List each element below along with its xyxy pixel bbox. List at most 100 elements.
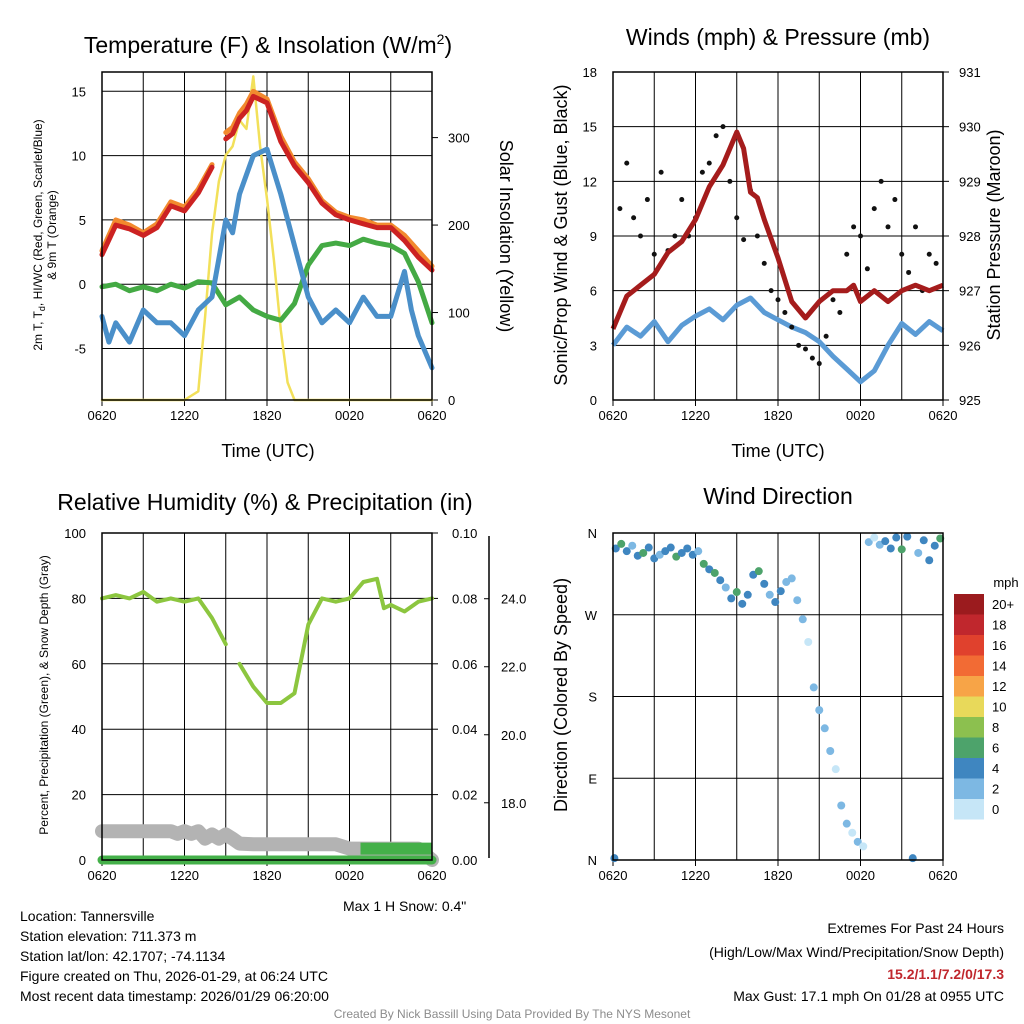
- direction-point: [820, 724, 829, 733]
- gust-point: [638, 233, 643, 239]
- temperature-y-axis-label: 2m T, Td, HI/WC (Red, Green, Scarlet/Blu…: [31, 119, 47, 350]
- dir-x-tick-label: 1220: [681, 868, 710, 883]
- pressure-y-tick-label: 928: [959, 229, 981, 244]
- gust-point: [706, 160, 712, 166]
- gust-point: [913, 224, 918, 230]
- legend-swatch: [954, 676, 984, 697]
- legend-label: 8: [992, 720, 999, 735]
- direction-point: [842, 819, 851, 828]
- direction-point: [760, 579, 769, 588]
- direction-point: [776, 587, 785, 596]
- wind-x-tick-label: 0620: [599, 408, 628, 423]
- speed-legend: 20+ 18 16 14 12 10 8 6 4 2 0: [954, 594, 1014, 820]
- rh-y-tick-label: 60: [72, 657, 86, 672]
- gust-point: [741, 237, 747, 243]
- legend-label: 12: [992, 679, 1006, 694]
- series-station-pressure: [610, 129, 944, 330]
- direction-point: [881, 537, 890, 546]
- direction-point: [914, 548, 923, 557]
- temp-y-tick-label: -5: [74, 342, 86, 357]
- direction-point: [677, 548, 686, 557]
- rh-y-tick-label: 20: [72, 788, 86, 803]
- dir-y-tick-label: N: [588, 853, 597, 868]
- dir-y-tick-label: N: [588, 526, 597, 541]
- precip-y-tick-label: 0.10: [452, 526, 477, 541]
- legend-swatch: [954, 594, 984, 615]
- insolation-y-axis-label: Solar Insolation (Yellow): [496, 140, 516, 332]
- series-solar-insolation: [100, 75, 434, 402]
- direction-point: [798, 615, 807, 624]
- direction-point: [864, 538, 873, 547]
- gust-point: [809, 355, 815, 361]
- gust-point: [644, 197, 650, 203]
- direction-point: [848, 828, 857, 837]
- precip-y-tick-label: 0.08: [452, 591, 477, 606]
- direction-point: [793, 596, 802, 605]
- rh-x-tick-label: 1820: [253, 868, 282, 883]
- station-elevation: Station elevation: 711.373 m: [20, 928, 197, 944]
- legend-label: 20+: [992, 597, 1014, 612]
- gust-point: [830, 297, 836, 303]
- winds-x-axis-label: Time (UTC): [731, 441, 824, 461]
- direction-point: [919, 536, 928, 545]
- direction-point: [897, 545, 906, 554]
- gust-point: [658, 169, 664, 175]
- temp-x-tick-label: 1820: [253, 408, 282, 423]
- direction-point: [694, 547, 703, 556]
- wind-y-tick-label: 12: [583, 174, 597, 189]
- extremes-title: Extremes For Past 24 Hours: [827, 920, 1004, 936]
- snow-depth-tick-label: 24.0: [501, 592, 526, 607]
- direction-point: [908, 854, 917, 863]
- rh-y-tick-label: 100: [64, 526, 86, 541]
- pressure-y-tick-label: 926: [959, 338, 981, 353]
- wind-y-tick-label: 15: [583, 120, 597, 135]
- gust-point: [713, 133, 719, 139]
- humidity-plot: 0620 1220 1820 0020 06200204060801000.000.02…: [64, 526, 526, 883]
- gust-point: [926, 251, 932, 257]
- direction-point: [809, 683, 818, 692]
- direction-point: [859, 842, 868, 851]
- dir-plot-frame: [612, 532, 944, 861]
- gust-point: [720, 124, 726, 130]
- legend-swatch: [954, 717, 984, 738]
- direction-point: [666, 543, 675, 552]
- wind-x-tick-label: 0020: [846, 408, 875, 423]
- temp-y-tick-label: 5: [79, 213, 86, 228]
- snow-depth-tick-label: 18.0: [501, 796, 526, 811]
- direction-point: [804, 638, 813, 646]
- gust-point: [871, 206, 877, 212]
- gust-point: [672, 233, 678, 239]
- direction-point: [930, 541, 939, 550]
- temp-y-tick-label: 0: [79, 277, 86, 292]
- gust-point: [803, 346, 808, 352]
- series-2m-t: [99, 93, 435, 273]
- insolation-y-tick-label: 200: [448, 218, 470, 233]
- rh-x-tick-label: 0020: [335, 868, 364, 883]
- dir-x-tick-label: 0020: [846, 868, 875, 883]
- direction-point: [787, 574, 796, 583]
- legend-swatch: [954, 778, 984, 799]
- gust-point: [789, 324, 795, 330]
- direction-point: [683, 544, 692, 553]
- direction-point: [727, 594, 736, 603]
- series-relative-humidity: [100, 576, 434, 705]
- precip-y-tick-label: 0.02: [452, 788, 477, 803]
- snow-depth-tick-label: 22.0: [501, 660, 526, 675]
- humidity-panel-title: Relative Humidity (%) & Precipitation (i…: [57, 489, 472, 515]
- direction-point: [622, 547, 631, 556]
- temperature-y-axis-label-line2: & 9m T (Orange): [45, 190, 59, 280]
- direction-point: [765, 590, 774, 599]
- gust-point: [885, 224, 891, 230]
- rh-y-tick-label: 0: [79, 853, 86, 868]
- rh-x-tick-label: 0620: [418, 868, 447, 883]
- insolation-y-tick-label: 300: [448, 131, 470, 146]
- gust-point: [651, 251, 657, 257]
- dir-x-tick-label: 0620: [599, 868, 628, 883]
- gust-point: [617, 206, 623, 212]
- gust-point: [899, 251, 905, 257]
- temp-x-tick-label: 1220: [170, 408, 199, 423]
- direction-point: [644, 543, 653, 552]
- temp-y-tick-label: 15: [72, 84, 86, 99]
- gust-point: [878, 178, 884, 184]
